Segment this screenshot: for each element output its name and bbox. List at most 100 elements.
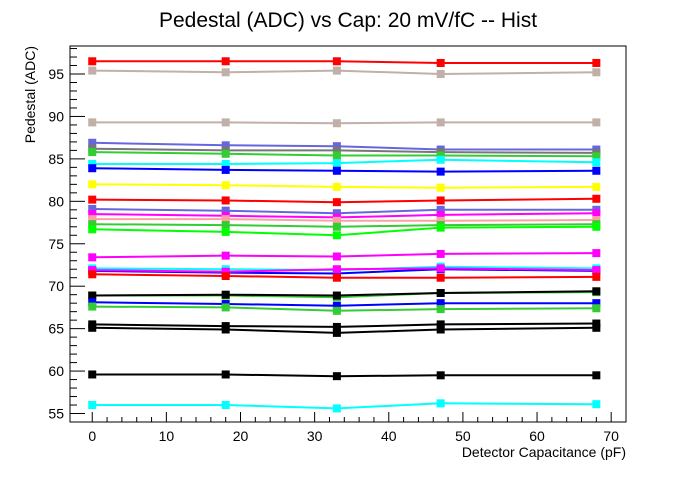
data-point <box>592 158 601 167</box>
data-point <box>436 183 445 192</box>
data-point <box>221 290 230 299</box>
data-point <box>332 372 341 381</box>
data-point <box>332 322 341 331</box>
data-point <box>332 119 341 128</box>
data-point <box>221 401 230 410</box>
data-point <box>88 215 97 224</box>
data-point <box>88 270 97 279</box>
data-point <box>88 180 97 189</box>
y-tick-label: 85 <box>48 151 64 167</box>
y-tick-label: 60 <box>48 363 64 379</box>
data-point <box>592 323 601 332</box>
data-point <box>436 249 445 258</box>
x-tick-label: 0 <box>88 428 96 444</box>
data-point <box>592 194 601 203</box>
data-point <box>88 57 97 66</box>
data-point <box>436 196 445 205</box>
data-point <box>592 58 601 67</box>
data-point <box>88 225 97 234</box>
data-point <box>221 325 230 334</box>
data-point <box>332 166 341 175</box>
data-point <box>332 265 341 274</box>
data-point <box>221 370 230 379</box>
data-point <box>88 291 97 300</box>
data-point <box>221 118 230 127</box>
data-point <box>88 266 97 275</box>
data-point <box>221 206 230 215</box>
y-axis-label: Pedestal (ADC) <box>22 46 38 143</box>
data-point <box>221 267 230 276</box>
x-tick-label: 10 <box>159 428 175 444</box>
data-point <box>88 370 97 379</box>
data-point <box>221 221 230 230</box>
data-point <box>592 209 601 218</box>
data-point <box>592 118 601 127</box>
data-point <box>88 66 97 75</box>
data-point <box>436 216 445 225</box>
data-point <box>332 404 341 413</box>
x-axis-label: Detector Capacitance (pF) <box>462 444 626 460</box>
data-point <box>88 323 97 332</box>
data-point <box>221 159 230 168</box>
data-point <box>221 141 230 150</box>
data-point <box>88 148 97 157</box>
data-point <box>332 142 341 151</box>
data-point <box>592 266 601 275</box>
y-tick-label: 80 <box>48 193 64 209</box>
data-point <box>436 305 445 314</box>
data-point <box>221 215 230 224</box>
data-point <box>592 152 601 161</box>
data-point <box>88 401 97 410</box>
data-point <box>88 302 97 311</box>
data-point <box>88 164 97 173</box>
data-point <box>88 253 97 262</box>
data-point <box>88 210 97 219</box>
y-tick-label: 70 <box>48 278 64 294</box>
axes: 0 10 20 30 40 50 60 70 55 60 65 70 75 80 85 90 95 <box>48 48 619 444</box>
data-point <box>436 273 445 282</box>
data-point <box>436 371 445 380</box>
data-point <box>592 215 601 224</box>
data-point <box>436 70 445 79</box>
data-point <box>592 400 601 409</box>
data-point <box>88 118 97 127</box>
y-tick-label: 55 <box>48 406 64 422</box>
data-point <box>88 195 97 204</box>
x-tick-label: 70 <box>603 428 619 444</box>
data-point <box>332 291 341 300</box>
data-point <box>221 227 230 236</box>
data-point <box>332 231 341 240</box>
data-point <box>221 68 230 77</box>
data-point <box>332 146 341 155</box>
data-point <box>332 252 341 261</box>
data-point <box>592 166 601 175</box>
y-tick-label: 65 <box>48 321 64 337</box>
data-point <box>332 151 341 160</box>
data-point <box>436 264 445 273</box>
data-point <box>332 66 341 75</box>
data-point <box>592 182 601 191</box>
data-point <box>436 167 445 176</box>
data-point <box>221 181 230 190</box>
x-tick-label: 20 <box>233 428 249 444</box>
data-point <box>436 155 445 164</box>
data-point <box>592 68 601 77</box>
data-point <box>221 165 230 174</box>
data-point <box>592 249 601 258</box>
y-tick-label: 75 <box>48 236 64 252</box>
data-point <box>332 159 341 168</box>
data-point <box>436 210 445 219</box>
data-point <box>592 299 601 308</box>
data-point <box>592 287 601 296</box>
data-point <box>592 272 601 281</box>
data-point <box>221 303 230 312</box>
data-point <box>436 288 445 297</box>
data-point <box>436 223 445 232</box>
series-line-2 <box>92 121 597 125</box>
y-tick-label: 90 <box>48 108 64 124</box>
data-point <box>332 269 341 278</box>
data-point <box>436 151 445 160</box>
data-point <box>332 328 341 337</box>
data-point <box>88 159 97 168</box>
